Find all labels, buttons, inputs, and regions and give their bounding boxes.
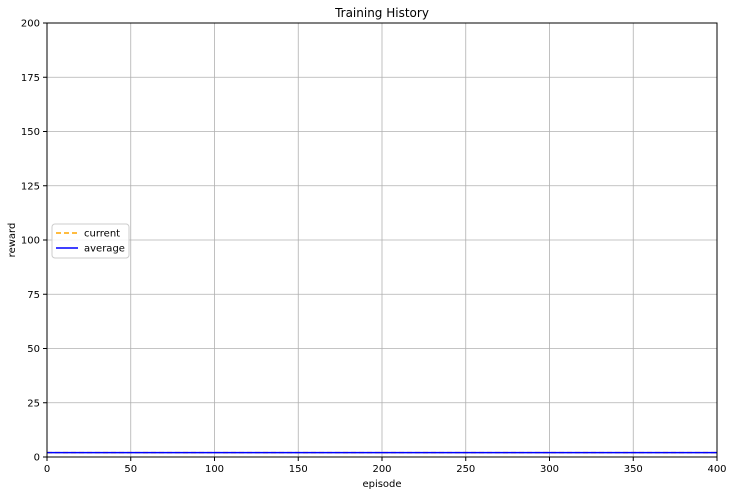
- x-axis-label: episode: [362, 479, 401, 490]
- legend: current average: [51, 223, 130, 259]
- y-tick-label: 100: [21, 236, 40, 247]
- x-tick-label: 0: [44, 464, 50, 475]
- x-axis-ticks: 0 50 100 150 200 250 300 350 400: [44, 457, 727, 475]
- legend-box: [51, 223, 130, 259]
- y-tick-label: 200: [21, 19, 40, 30]
- x-tick-label: 350: [624, 464, 643, 475]
- y-axis-ticks: 0 25 50 75 100 125 150 175 200: [21, 19, 47, 464]
- chart-title: Training History: [334, 6, 429, 20]
- x-tick-label: 400: [707, 464, 726, 475]
- x-tick-label: 50: [124, 464, 137, 475]
- y-tick-label: 0: [34, 453, 40, 464]
- x-tick-label: 100: [205, 464, 224, 475]
- x-tick-label: 250: [456, 464, 475, 475]
- grid-lines: [46, 22, 718, 458]
- y-tick-label: 150: [21, 127, 40, 138]
- y-tick-label: 50: [27, 344, 40, 355]
- x-tick-label: 200: [372, 464, 391, 475]
- legend-label-average: average: [84, 244, 125, 255]
- y-tick-label: 175: [21, 73, 40, 84]
- x-tick-label: 300: [540, 464, 559, 475]
- y-tick-label: 25: [27, 398, 40, 409]
- x-tick-label: 150: [289, 464, 308, 475]
- y-tick-label: 125: [21, 181, 40, 192]
- y-axis-label: reward: [7, 223, 18, 258]
- legend-label-current: current: [84, 229, 120, 240]
- y-tick-label: 75: [27, 290, 40, 301]
